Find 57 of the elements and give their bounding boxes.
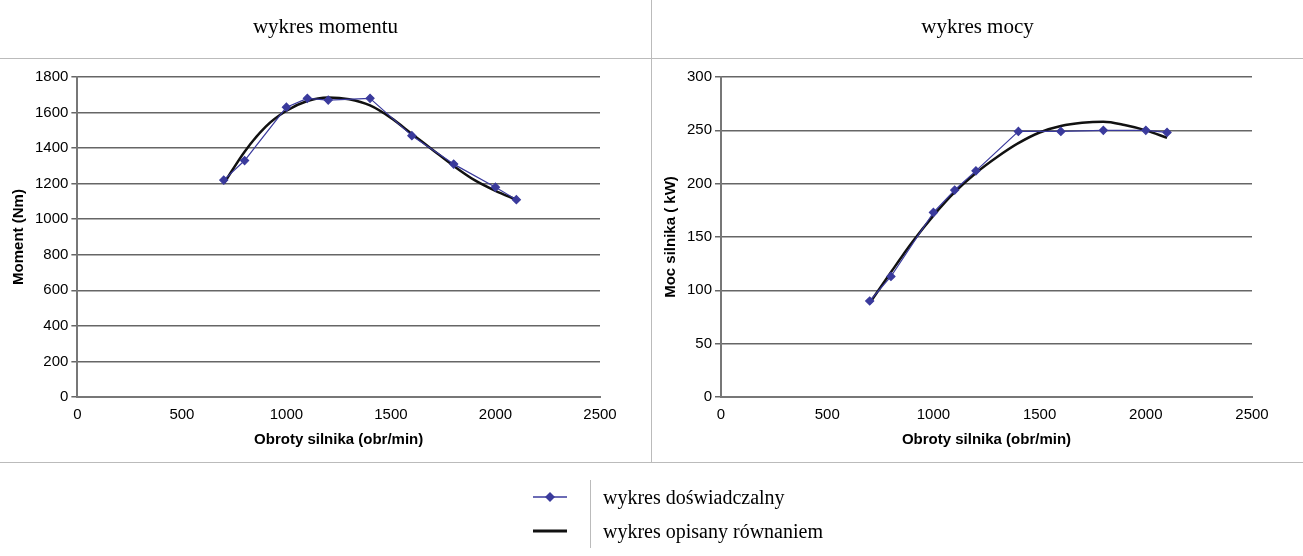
y-tick-label: 600 (43, 280, 69, 298)
y-tick-label: 400 (43, 316, 69, 334)
point (1098, 125, 1108, 135)
x-tick-label: 500 (814, 405, 840, 423)
point (407, 131, 417, 141)
y-tick-label: 50 (695, 333, 713, 351)
y-axis-title: Moc silnika ( kW) (661, 176, 679, 298)
point (928, 207, 939, 218)
point (240, 155, 250, 166)
y-tick-label: 300 (687, 67, 713, 85)
point (1056, 126, 1066, 136)
y-tick-label: 100 (687, 280, 713, 298)
x-tick-label: 2000 (478, 405, 513, 423)
y-tick-label: 0 (703, 387, 713, 405)
y-tick-label: 1800 (34, 67, 69, 85)
point (323, 95, 333, 105)
y-axis-title: Moment (Nm) (9, 189, 27, 285)
x-tick-label: 1500 (374, 405, 408, 423)
legend-label: wykres doświadczalny (603, 485, 785, 509)
point (950, 185, 960, 195)
x-tick-label: 1000 (269, 405, 304, 423)
point (365, 93, 375, 103)
chart-title: wykres mocy (652, 0, 1303, 59)
point (886, 271, 896, 282)
point (1013, 126, 1023, 136)
x-tick-label: 1500 (1022, 405, 1057, 423)
y-tick-label: 1400 (34, 138, 69, 156)
point (281, 102, 292, 112)
point (449, 159, 459, 169)
point (1162, 127, 1172, 138)
x-axis-title: Obroty silnika (obr/min) (254, 430, 424, 448)
point (865, 296, 875, 306)
y-tick-label: 1000 (34, 209, 69, 227)
y-tick-label: 0 (60, 387, 69, 405)
x-tick-label: 2500 (1235, 405, 1269, 423)
x-tick-label: 500 (169, 405, 195, 423)
y-tick-label: 150 (687, 227, 713, 245)
y-tick-label: 200 (687, 173, 713, 191)
x-tick-label: 1000 (916, 405, 951, 423)
point (1141, 125, 1151, 135)
x-axis-title: Obroty silnika (obr/min) (901, 430, 1072, 448)
y-tick-label: 250 (687, 120, 713, 138)
chart-title: wykres momentu (0, 0, 651, 59)
y-tick-label: 200 (43, 351, 69, 369)
x-tick-label: 2500 (583, 405, 617, 423)
y-tick-label: 800 (43, 244, 69, 262)
x-tick-label: 2000 (1129, 405, 1163, 423)
y-tick-label: 1200 (34, 173, 69, 191)
x-tick-label: 0 (716, 405, 726, 423)
legend-label: wykres opisany równaniem (603, 519, 823, 543)
x-tick-label: 0 (73, 405, 82, 423)
point (971, 166, 981, 176)
point (511, 195, 521, 205)
point (302, 93, 312, 103)
point (219, 175, 229, 185)
point (490, 182, 501, 192)
y-tick-label: 1600 (34, 102, 69, 120)
